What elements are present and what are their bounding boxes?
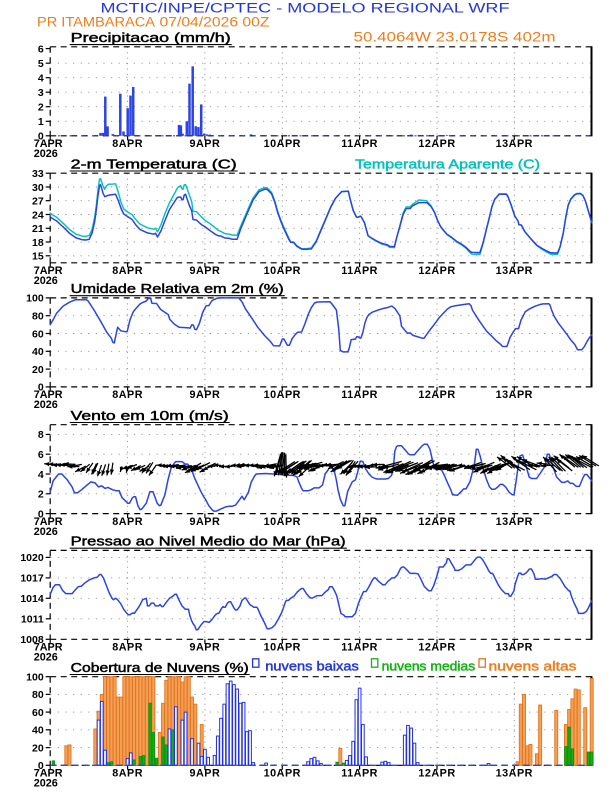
svg-text:11APR: 11APR <box>341 265 378 277</box>
svg-text:Temperatura Aparente (C): Temperatura Aparente (C) <box>355 157 540 171</box>
svg-text:12APR: 12APR <box>418 138 455 150</box>
svg-text:2-m Temperatura (C): 2-m Temperatura (C) <box>71 157 237 171</box>
svg-text:8APR: 8APR <box>112 516 143 528</box>
svg-text:2026: 2026 <box>34 275 58 287</box>
svg-text:40: 40 <box>32 725 44 737</box>
svg-text:11APR: 11APR <box>341 389 378 401</box>
svg-text:7APR: 7APR <box>34 265 63 277</box>
svg-text:9APR: 9APR <box>189 265 220 277</box>
svg-text:12APR: 12APR <box>418 768 455 780</box>
svg-text:9APR: 9APR <box>189 642 220 654</box>
svg-text:MCTIC/INPE/CPTEC - MODELO REGI: MCTIC/INPE/CPTEC - MODELO REGIONAL WRF <box>101 1 510 16</box>
svg-text:1: 1 <box>38 116 44 128</box>
svg-text:27: 27 <box>32 196 44 208</box>
svg-text:nuvens baixas: nuvens baixas <box>265 659 359 673</box>
svg-text:8APR: 8APR <box>112 768 143 780</box>
svg-text:7APR: 7APR <box>34 138 63 150</box>
svg-text:7APR: 7APR <box>34 389 63 401</box>
svg-text:1008: 1008 <box>20 634 44 646</box>
svg-text:11APR: 11APR <box>341 768 378 780</box>
svg-text:20: 20 <box>32 364 44 376</box>
svg-text:Cobertura de Nuvens (%): Cobertura de Nuvens (%) <box>71 661 249 675</box>
svg-text:18: 18 <box>32 237 44 249</box>
svg-text:8APR: 8APR <box>112 389 143 401</box>
svg-text:13APR: 13APR <box>496 516 533 528</box>
svg-text:0: 0 <box>38 760 44 772</box>
svg-text:8APR: 8APR <box>112 642 143 654</box>
svg-text:80: 80 <box>32 689 44 701</box>
svg-text:4: 4 <box>38 73 44 85</box>
svg-text:1017: 1017 <box>20 573 44 585</box>
svg-text:0: 0 <box>38 382 44 394</box>
svg-text:1014: 1014 <box>20 593 44 605</box>
svg-text:nuvens medias: nuvens medias <box>382 659 476 673</box>
svg-text:24: 24 <box>32 209 44 221</box>
svg-text:8: 8 <box>38 429 44 441</box>
svg-text:12APR: 12APR <box>418 516 455 528</box>
svg-text:7APR: 7APR <box>34 768 63 780</box>
svg-text:7APR: 7APR <box>34 642 63 654</box>
svg-text:9APR: 9APR <box>189 516 220 528</box>
svg-text:1011: 1011 <box>21 614 44 626</box>
svg-text:10APR: 10APR <box>264 389 301 401</box>
svg-text:3: 3 <box>38 87 44 99</box>
svg-text:5: 5 <box>38 58 44 70</box>
svg-text:Vento em 10m (m/s): Vento em 10m (m/s) <box>71 409 229 423</box>
svg-text:12APR: 12APR <box>418 389 455 401</box>
svg-text:8APR: 8APR <box>112 265 143 277</box>
svg-text:4: 4 <box>38 469 44 481</box>
svg-text:40: 40 <box>32 346 44 358</box>
svg-text:PR ITAMBARACA: PR ITAMBARACA <box>37 15 155 30</box>
svg-text:20: 20 <box>32 742 44 754</box>
svg-text:50.4064W 23.0178S 402m: 50.4064W 23.0178S 402m <box>354 30 556 45</box>
svg-text:2026: 2026 <box>34 399 58 411</box>
svg-text:2: 2 <box>38 102 44 114</box>
svg-text:13APR: 13APR <box>496 389 533 401</box>
svg-text:07/04/2026 00Z: 07/04/2026 00Z <box>160 15 270 30</box>
svg-text:13APR: 13APR <box>496 138 533 150</box>
svg-text:2026: 2026 <box>34 652 58 664</box>
svg-text:9APR: 9APR <box>189 138 220 150</box>
svg-text:9APR: 9APR <box>189 768 220 780</box>
svg-text:30: 30 <box>32 182 44 194</box>
svg-text:100: 100 <box>26 293 44 305</box>
svg-text:33: 33 <box>32 168 44 180</box>
svg-text:13APR: 13APR <box>496 265 533 277</box>
svg-text:15: 15 <box>32 251 44 263</box>
svg-text:11APR: 11APR <box>341 138 378 150</box>
svg-text:Precipitacao (mm/h): Precipitacao (mm/h) <box>71 31 231 45</box>
svg-text:60: 60 <box>32 328 44 340</box>
svg-text:10APR: 10APR <box>264 138 301 150</box>
svg-text:80: 80 <box>32 311 44 323</box>
svg-text:10APR: 10APR <box>264 642 301 654</box>
svg-text:8APR: 8APR <box>112 138 143 150</box>
svg-text:0: 0 <box>38 508 44 520</box>
svg-text:12APR: 12APR <box>418 642 455 654</box>
svg-text:9APR: 9APR <box>189 389 220 401</box>
svg-text:11APR: 11APR <box>341 642 378 654</box>
svg-text:6: 6 <box>38 449 44 461</box>
svg-text:10APR: 10APR <box>264 516 301 528</box>
svg-text:11APR: 11APR <box>341 516 378 528</box>
svg-text:2026: 2026 <box>34 526 58 538</box>
svg-text:21: 21 <box>32 223 44 235</box>
svg-text:7APR: 7APR <box>34 516 63 528</box>
svg-text:0: 0 <box>38 131 44 143</box>
svg-text:100: 100 <box>26 672 44 684</box>
svg-text:10APR: 10APR <box>264 265 301 277</box>
svg-text:12APR: 12APR <box>418 265 455 277</box>
svg-text:10APR: 10APR <box>264 768 301 780</box>
svg-text:1020: 1020 <box>20 552 44 564</box>
svg-text:Pressao ao Nivel Medio do Mar: Pressao ao Nivel Medio do Mar (hPa) <box>71 535 346 549</box>
svg-text:6: 6 <box>38 43 44 55</box>
svg-text:Umidade Relativa em 2m (%): Umidade Relativa em 2m (%) <box>71 282 284 296</box>
svg-text:13APR: 13APR <box>496 642 533 654</box>
svg-text:2026: 2026 <box>34 148 58 160</box>
svg-text:60: 60 <box>32 707 44 719</box>
svg-text:2026: 2026 <box>34 778 58 790</box>
svg-text:2: 2 <box>38 489 44 501</box>
svg-text:13APR: 13APR <box>496 768 533 780</box>
svg-text:nuvens altas: nuvens altas <box>489 659 577 673</box>
